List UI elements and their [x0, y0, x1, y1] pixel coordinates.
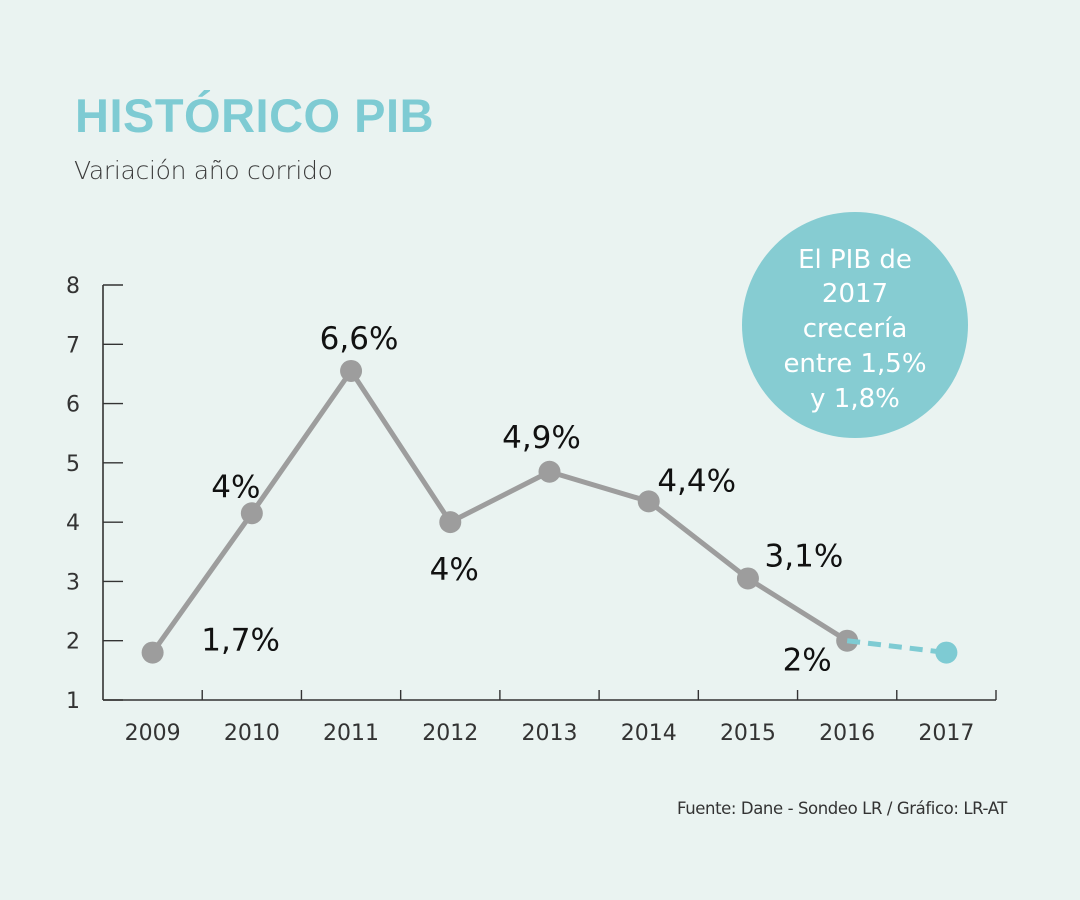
data-point: [538, 460, 561, 483]
data-label: 4%: [430, 552, 479, 588]
data-label: 1,7%: [201, 623, 280, 659]
axes: 1 2 3 4 5 6 7 8 2009 2010 2011 2012 2013 2014 2015 2016…: [66, 274, 997, 746]
x-tick-label: 2016: [819, 721, 875, 746]
y-tick-label: 5: [66, 452, 80, 477]
data-point: [141, 641, 164, 664]
series-line: [150, 368, 849, 655]
x-tick-label: 2013: [522, 721, 578, 746]
data-point: [736, 567, 759, 590]
x-tick-label: 2011: [323, 721, 379, 746]
data-label: 4,9%: [502, 420, 581, 456]
y-tick-label: 3: [66, 570, 80, 595]
data-label: 2%: [783, 643, 832, 679]
callout-line: crecería: [803, 314, 908, 344]
callout-bubble: El PIB de 2017 crecería entre 1,5% y 1,8…: [742, 212, 968, 438]
y-tick-label: 1: [66, 689, 80, 714]
data-point: [637, 490, 660, 513]
y-tick-label: 7: [66, 333, 80, 358]
callout-line: entre 1,5%: [783, 349, 926, 379]
data-point: [340, 359, 363, 382]
y-tick-label: 6: [66, 393, 80, 418]
y-tick-label: 2: [66, 630, 80, 655]
callout-line: 2017: [822, 279, 888, 309]
x-tick-label: 2010: [224, 721, 280, 746]
source-note: Fuente: Dane - Sondeo LR / Gráfico: LR-A…: [677, 799, 1007, 818]
data-point: [240, 502, 263, 525]
data-label: 3,1%: [765, 538, 844, 574]
x-tick-label: 2012: [422, 721, 478, 746]
x-tick-label: 2015: [720, 721, 776, 746]
data-label: 6,6%: [320, 321, 399, 357]
data-label: 4%: [211, 469, 260, 505]
chart-title: HISTÓRICO PIB: [75, 89, 435, 142]
x-tick-label: 2014: [621, 721, 677, 746]
y-tick-label: 4: [66, 511, 80, 536]
chart-subtitle: Variación año corrido: [74, 156, 333, 185]
x-tick-label: 2017: [918, 721, 974, 746]
callout-line: El PIB de: [798, 245, 912, 275]
callout-line: y 1,8%: [810, 384, 900, 414]
x-tick-label: 2009: [125, 721, 181, 746]
data-labels: 1,7% 4% 6,6% 4% 4,9% 4,4% 3,1% 2%: [201, 321, 843, 679]
data-label: 4,4%: [657, 463, 736, 499]
y-tick-label: 8: [66, 274, 80, 299]
series-group: [141, 359, 958, 664]
projection-line: [846, 638, 947, 656]
projection-point: [935, 641, 958, 664]
callout-circle: [742, 212, 968, 438]
data-point: [439, 511, 462, 534]
